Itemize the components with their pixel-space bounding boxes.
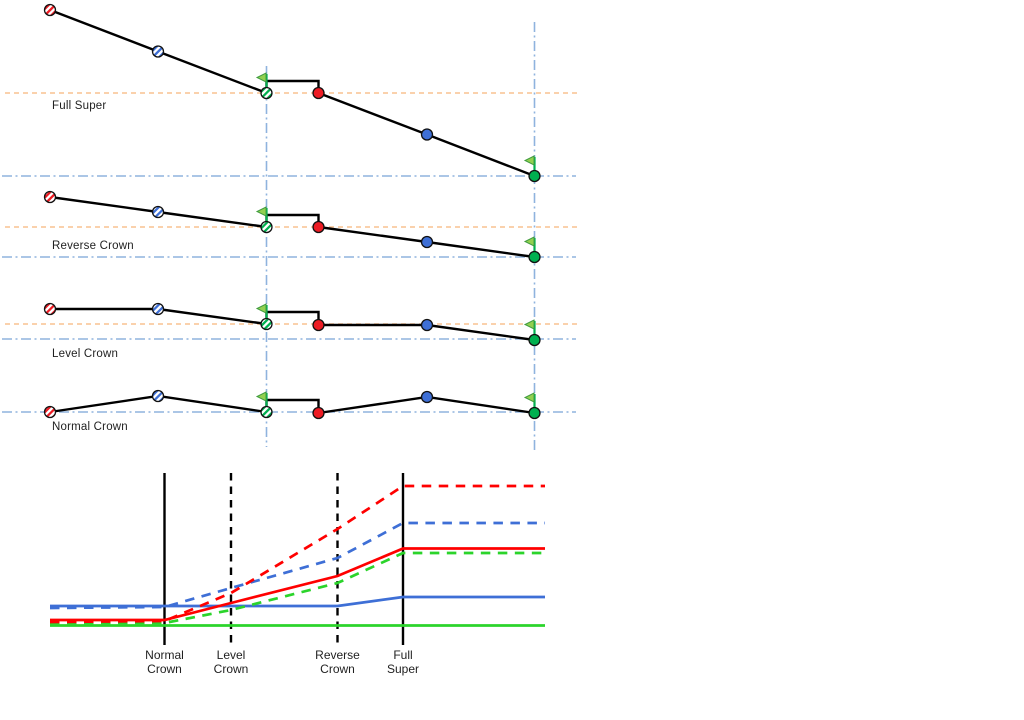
marker-green-solid (528, 333, 541, 347)
profile-series-left-inside-edge-dashed-green (50, 551, 545, 625)
profile-series-right-inside-edge-solid-red (50, 547, 545, 622)
marker-blue-solid (420, 128, 434, 141)
green-flag-icon (523, 236, 536, 253)
marker-red-solid (312, 220, 325, 234)
x-axis-label: Level Crown (214, 648, 249, 676)
profile-step (265, 310, 320, 325)
profile-series-right-crown-solid-blue (50, 595, 545, 608)
x-axis-label: Reverse Crown (315, 648, 360, 676)
marker-blue-hatched (151, 205, 165, 219)
marker-blue-solid (420, 235, 434, 249)
green-flag-icon (255, 72, 268, 89)
marker-red-solid (312, 406, 325, 420)
section-label-full-super: Full Super (52, 100, 107, 112)
profile-step (265, 213, 320, 227)
marker-green-solid (528, 406, 541, 420)
green-flag-icon (255, 391, 268, 408)
profile-step (265, 79, 320, 93)
marker-green-hatched (260, 405, 273, 419)
cross-section-reverse-crown (2, 190, 578, 264)
cross-section-level-crown (2, 302, 578, 347)
transition-profile-chart: Normal Crown Level Crown Reverse Crown Full Sup… (49, 473, 545, 676)
green-flag-icon (523, 155, 536, 172)
section-label-normal-crown: Normal Crown (52, 421, 128, 433)
x-axis-label: Normal Crown (145, 648, 184, 676)
marker-blue-hatched (151, 302, 165, 316)
green-flag-icon (523, 319, 536, 336)
cross-section-full-super (2, 3, 578, 183)
profile-series-left-outside-edge-dashed-red (49, 484, 545, 624)
green-flag-icon (255, 206, 268, 223)
section-label-level-crown: Level Crown (52, 348, 119, 360)
marker-blue-hatched (151, 45, 165, 58)
guide-lines (265, 22, 536, 450)
section-label-reverse-crown: Reverse Crown (52, 240, 134, 252)
marker-blue-solid (420, 390, 434, 404)
green-flag-icon (523, 392, 536, 409)
marker-blue-solid (420, 318, 434, 332)
marker-red-hatched (43, 3, 57, 17)
cross-sections (2, 3, 578, 420)
marker-blue-hatched (151, 389, 165, 403)
marker-red-hatched (43, 302, 57, 316)
marker-red-hatched (43, 405, 57, 419)
marker-green-solid (528, 169, 541, 183)
green-flag-icon (255, 303, 268, 320)
marker-red-solid (312, 86, 325, 100)
marker-red-solid (312, 318, 325, 332)
marker-green-hatched (260, 317, 273, 331)
marker-green-solid (528, 250, 541, 264)
profile-series-left-crown-dashed-blue (49, 521, 545, 610)
marker-red-hatched (43, 190, 57, 204)
x-axis-label: Full Super (387, 648, 419, 676)
marker-green-hatched (260, 86, 273, 100)
marker-green-hatched (260, 220, 273, 234)
profile-step (265, 398, 320, 413)
cross-section-normal-crown (2, 389, 576, 420)
